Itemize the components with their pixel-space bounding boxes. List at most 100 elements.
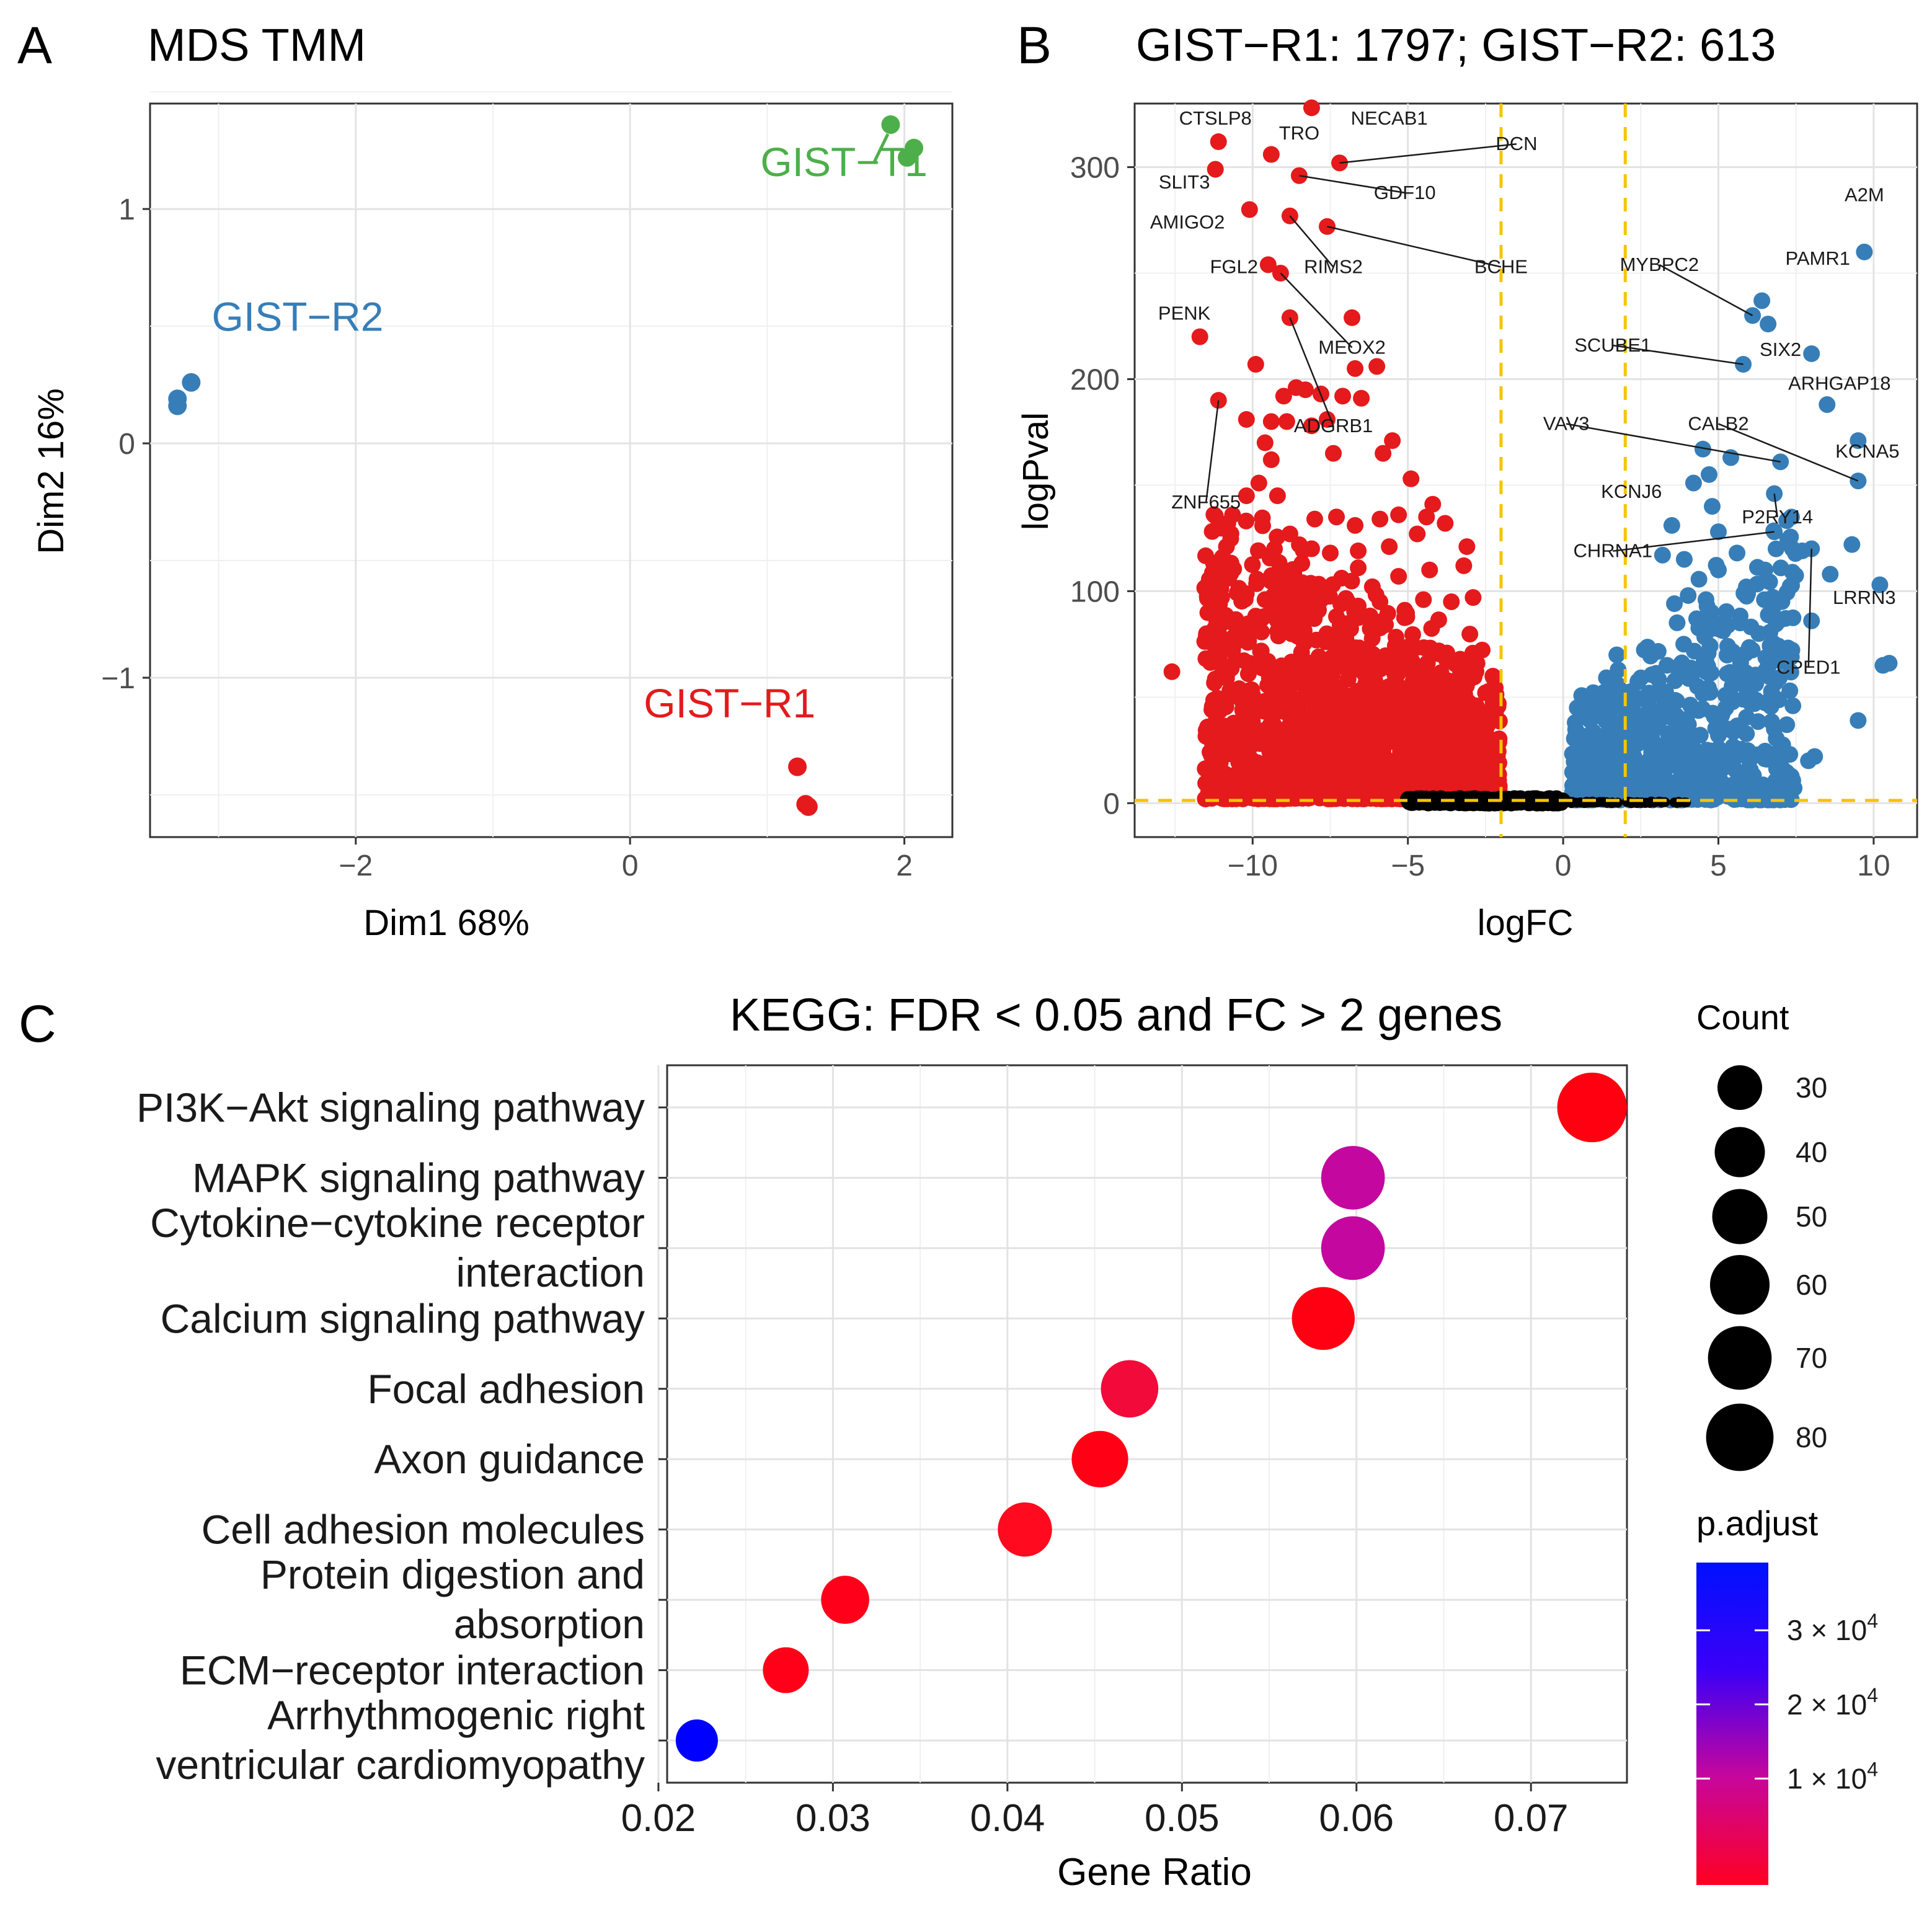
panel-a-mds-plot: A MDS TMM −2 0 2 −1 0 1 GIST−T1 GIST−R2 GIST−R1… xyxy=(17,16,954,943)
pathway-dot xyxy=(1557,1072,1627,1143)
gene-point-down xyxy=(1424,495,1442,513)
gene-point-down xyxy=(1254,768,1271,785)
gene-point-ns xyxy=(1545,793,1562,810)
gene-point-up xyxy=(1784,697,1802,714)
x-tick-label: 0.03 xyxy=(795,1797,871,1840)
gene-point-up xyxy=(1783,648,1800,665)
gene-point-down xyxy=(1390,506,1407,523)
gene-point-down xyxy=(1376,701,1394,718)
gene-point-down xyxy=(1312,763,1329,781)
gene-point-down xyxy=(1392,748,1409,765)
gene-point-down xyxy=(1243,681,1261,699)
gene-point-down xyxy=(1347,760,1364,777)
count-legend-dot xyxy=(1709,1254,1770,1315)
category-label: absorption xyxy=(454,1601,645,1647)
colorbar-label: 1 × 104 xyxy=(1787,1758,1878,1794)
gene-point-down xyxy=(1315,680,1332,697)
gene-point-down xyxy=(1432,729,1449,746)
gene-label-leader xyxy=(1327,226,1502,268)
category-label: Cytokine−cytokine receptor xyxy=(150,1200,645,1246)
x-tick-label: 0 xyxy=(1555,849,1572,882)
gene-label: PENK xyxy=(1158,303,1211,324)
gene-point-up xyxy=(1567,744,1584,761)
gene-point-down xyxy=(1425,672,1442,689)
gene-point-down xyxy=(1448,770,1466,787)
gene-point-down xyxy=(1402,470,1420,487)
x-tick-label: −10 xyxy=(1228,849,1278,882)
gene-point-ns xyxy=(1472,792,1489,809)
panel-b-volcano-plot: B GIST−R1: 1797; GIST−R2: 613 −10 −5 0 5 100… xyxy=(1016,16,1918,943)
labeled-gene-point xyxy=(1856,243,1873,260)
gene-point-down xyxy=(1210,642,1227,659)
gene-point-down xyxy=(1275,388,1292,405)
gene-point-down xyxy=(1465,589,1482,606)
gene-point-down xyxy=(1396,601,1414,619)
gene-point-down xyxy=(1213,589,1230,606)
gene-point-up xyxy=(1673,655,1690,672)
gene-point-up xyxy=(1732,614,1749,632)
gene-point-down xyxy=(1234,625,1252,642)
gene-label: BCHE xyxy=(1474,256,1528,278)
pathway-dot xyxy=(1321,1146,1385,1210)
count-legend-dot xyxy=(1706,1403,1774,1471)
x-tick-label: 2 xyxy=(896,849,913,882)
panel-b-letter: B xyxy=(1017,16,1052,74)
gene-point-down xyxy=(1366,672,1383,689)
gene-point-down xyxy=(1334,388,1352,405)
labeled-gene-point xyxy=(1760,316,1777,333)
padjust-legend-title: p.adjust xyxy=(1696,1504,1819,1543)
gene-label-leader xyxy=(1613,531,1775,552)
gene-point-down xyxy=(1320,651,1337,668)
labeled-gene-point xyxy=(1850,432,1867,450)
gene-point-up xyxy=(1781,682,1799,699)
gene-point-down xyxy=(1295,622,1313,639)
gene-point-down xyxy=(1238,512,1255,530)
panel-c-kegg-dotplot: C KEGG: FDR < 0.05 and FC > 2 genes 0.02… xyxy=(19,989,1878,1894)
gene-point-down xyxy=(1227,652,1244,669)
gene-point-down xyxy=(1350,542,1367,559)
gene-point-up xyxy=(1726,749,1743,766)
panel-a-group-labels: GIST−T1 GIST−R2 GIST−R1 xyxy=(212,133,928,726)
category-label: interaction xyxy=(456,1249,645,1295)
x-tick-label: 10 xyxy=(1857,849,1890,882)
gene-point-up xyxy=(1609,740,1626,757)
gene-point-down xyxy=(1399,688,1416,706)
gene-point-down xyxy=(1296,691,1313,708)
panel-c-legends: Count 30 40 50 60 70 80 p.adjust 1 × 104 2 × 1… xyxy=(1696,998,1878,1885)
gene-point-down xyxy=(1308,631,1325,649)
gene-point-up xyxy=(1584,733,1602,750)
y-tick-label: 0 xyxy=(118,428,135,461)
count-legend-title: Count xyxy=(1696,998,1789,1037)
gene-point-down xyxy=(1394,707,1411,724)
gene-point-up xyxy=(1682,737,1699,754)
count-legend-dot xyxy=(1717,1065,1763,1111)
gene-label-leader xyxy=(1566,423,1781,463)
gene-point-up xyxy=(1666,595,1683,613)
gene-point-down xyxy=(1290,671,1308,688)
gene-label-leader xyxy=(1718,423,1859,482)
gene-point-down xyxy=(1205,506,1223,523)
gene-point-up xyxy=(1850,712,1867,729)
gene-point-down xyxy=(1407,661,1425,678)
gene-point-up xyxy=(1654,546,1671,564)
gene-point-down xyxy=(1325,445,1342,462)
pathway-dot xyxy=(1321,1216,1385,1280)
labeled-gene-point xyxy=(1191,328,1208,345)
gene-point-down xyxy=(1461,626,1479,643)
gene-point-down xyxy=(1328,508,1345,526)
category-label: Calcium signaling pathway xyxy=(161,1295,645,1341)
gene-point-up xyxy=(1675,551,1693,568)
gene-point-up xyxy=(1691,727,1709,744)
gene-label: KCNA5 xyxy=(1835,440,1899,462)
gene-point-up xyxy=(1745,790,1762,807)
panel-c-letter: C xyxy=(19,995,56,1053)
labeled-gene-point xyxy=(1822,565,1839,583)
gene-point-down xyxy=(1269,487,1286,505)
gene-point-down xyxy=(1203,523,1221,540)
gene-point-down xyxy=(1412,710,1430,727)
gene-point-down xyxy=(1455,557,1473,574)
gene-label: SLIT3 xyxy=(1159,171,1210,193)
count-legend-label: 40 xyxy=(1796,1136,1827,1168)
gene-point-up xyxy=(1711,621,1729,638)
gene-point-down xyxy=(1293,555,1311,572)
